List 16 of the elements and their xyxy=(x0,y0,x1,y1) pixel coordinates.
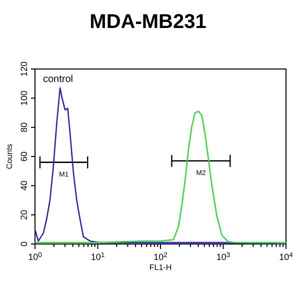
y-tick-label: 20 xyxy=(19,210,29,220)
annotation: control xyxy=(43,74,74,85)
y-tick-label: 60 xyxy=(19,151,29,162)
chart-title: MDA-MB231 xyxy=(90,11,206,33)
y-tick-label: 0 xyxy=(19,241,29,247)
x-tick-label: 10$^{0}$ xyxy=(28,252,42,262)
x-tick-label: 10$^{2}$ xyxy=(154,252,168,262)
y-tick-label: 120 xyxy=(19,61,29,77)
y-axis-title: Counts xyxy=(5,144,14,170)
x-tick-label: 10$^{4}$ xyxy=(279,252,294,262)
y-tick-label: 40 xyxy=(19,180,29,191)
y-tick-label: 80 xyxy=(19,122,29,132)
y-tick-label: 100 xyxy=(19,90,29,106)
x-axis-title: FL1-H xyxy=(149,263,172,272)
x-tick-label: 10$^{3}$ xyxy=(216,252,230,262)
x-tick-label: 10$^{1}$ xyxy=(90,252,105,262)
